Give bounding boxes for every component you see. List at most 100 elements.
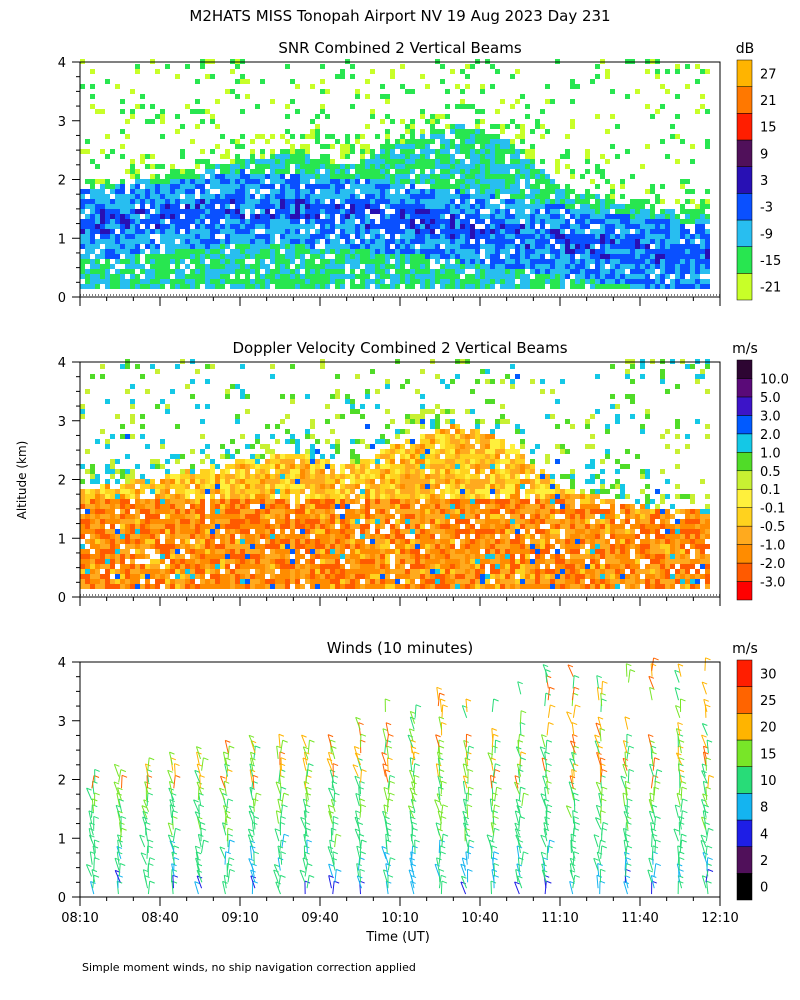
snr-cell <box>625 244 630 249</box>
doppler-cell <box>375 519 380 524</box>
snr-cell <box>130 284 135 289</box>
snr-cell <box>570 279 575 284</box>
snr-cell <box>180 274 185 279</box>
snr-cell <box>480 134 485 139</box>
snr-cell <box>320 284 325 289</box>
snr-cell <box>435 254 440 259</box>
doppler-cell <box>370 479 375 484</box>
snr-cell <box>145 254 150 259</box>
snr-cell <box>365 249 370 254</box>
doppler-cell <box>400 574 405 579</box>
doppler-cell <box>355 554 360 559</box>
snr-cell <box>400 169 405 174</box>
snr-cell <box>550 249 555 254</box>
doppler-cell <box>80 404 85 409</box>
snr-cell <box>330 244 335 249</box>
snr-cell <box>275 244 280 249</box>
snr-cell <box>260 174 265 179</box>
snr-cell <box>540 269 545 274</box>
snr-cell <box>85 259 90 264</box>
snr-cell <box>675 254 680 259</box>
snr-cell <box>655 274 660 279</box>
doppler-cell <box>260 509 265 514</box>
doppler-cell <box>185 484 190 489</box>
doppler-cell <box>290 524 295 529</box>
doppler-cell <box>180 474 185 479</box>
snr-cell <box>330 189 335 194</box>
doppler-cell <box>265 569 270 574</box>
doppler-cell <box>255 584 260 589</box>
snr-cell <box>680 259 685 264</box>
snr-cell <box>695 259 700 264</box>
doppler-cell <box>315 534 320 539</box>
doppler-cell <box>200 514 205 519</box>
doppler-cell <box>205 479 210 484</box>
doppler-cell <box>360 514 365 519</box>
doppler-cell <box>250 559 255 564</box>
doppler-cell <box>145 484 150 489</box>
snr-cell <box>615 254 620 259</box>
doppler-cell <box>240 524 245 529</box>
snr-cell <box>615 219 620 224</box>
snr-cell <box>395 249 400 254</box>
snr-cell <box>535 229 540 234</box>
snr-cell <box>610 244 615 249</box>
doppler-cell <box>280 529 285 534</box>
doppler-cell <box>285 504 290 509</box>
doppler-cell <box>250 509 255 514</box>
doppler-cell <box>330 574 335 579</box>
doppler-cell <box>405 539 410 544</box>
snr-cell <box>200 159 205 164</box>
doppler-cell <box>350 559 355 564</box>
snr-cell <box>265 204 270 209</box>
snr-cell <box>560 249 565 254</box>
snr-cell <box>395 229 400 234</box>
snr-cell <box>90 234 95 239</box>
snr-cell <box>275 274 280 279</box>
snr-cell <box>530 159 535 164</box>
doppler-cell <box>295 509 300 514</box>
snr-cell <box>410 179 415 184</box>
snr-cell <box>285 254 290 259</box>
snr-cell <box>245 229 250 234</box>
snr-cell <box>565 259 570 264</box>
doppler-cell <box>155 579 160 584</box>
snr-cell <box>340 234 345 239</box>
doppler-cell <box>395 479 400 484</box>
snr-cell <box>630 264 635 269</box>
snr-cell <box>300 134 305 139</box>
doppler-cell <box>120 489 125 494</box>
doppler-cell <box>355 579 360 584</box>
snr-cell <box>595 219 600 224</box>
snr-cell <box>100 234 105 239</box>
snr-cell <box>140 269 145 274</box>
snr-cell <box>565 134 570 139</box>
doppler-cell <box>325 459 330 464</box>
snr-cell <box>505 139 510 144</box>
doppler-cell <box>110 529 115 534</box>
snr-cell <box>340 274 345 279</box>
snr-cell <box>545 214 550 219</box>
doppler-cell <box>85 469 90 474</box>
snr-cell <box>595 114 600 119</box>
snr-cell <box>650 269 655 274</box>
snr-cell <box>320 264 325 269</box>
snr-cell <box>480 144 485 149</box>
doppler-cell <box>125 389 130 394</box>
snr-cell <box>200 244 205 249</box>
snr-cell <box>475 119 480 124</box>
doppler-cell <box>140 519 145 524</box>
snr-cell <box>615 259 620 264</box>
doppler-cell <box>400 554 405 559</box>
snr-cell <box>475 129 480 134</box>
snr-cell <box>350 64 355 69</box>
doppler-cell <box>110 564 115 569</box>
doppler-cell <box>265 554 270 559</box>
snr-cell <box>425 239 430 244</box>
snr-cell <box>550 214 555 219</box>
snr-cell <box>520 274 525 279</box>
snr-cell <box>170 214 175 219</box>
doppler-cell <box>140 374 145 379</box>
snr-cell <box>520 279 525 284</box>
